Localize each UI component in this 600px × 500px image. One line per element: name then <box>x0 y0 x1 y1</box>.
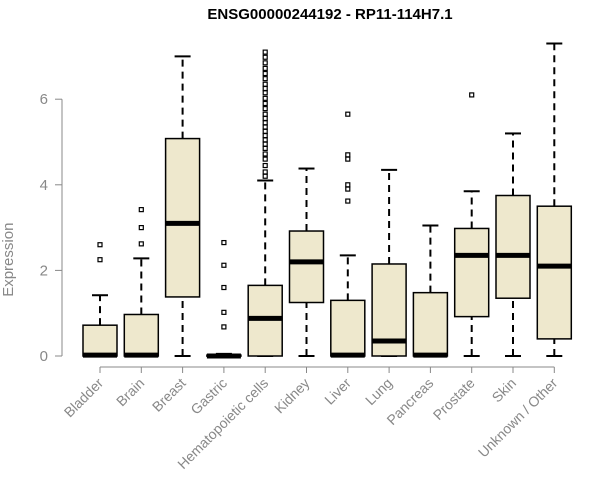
y-tick-label: 2 <box>40 262 48 279</box>
x-tick-label: Bladder <box>61 375 107 421</box>
box-body <box>164 137 201 298</box>
outlier-point <box>138 207 144 213</box>
outlier-point <box>262 106 268 112</box>
box-body <box>495 194 531 299</box>
outlier-point <box>262 115 268 122</box>
outlier-point <box>262 95 268 101</box>
y-axis: 0 2 4 6 Expression <box>0 91 63 365</box>
outlier-point <box>345 186 351 192</box>
outlier-point <box>345 156 351 162</box>
outlier-point <box>262 111 268 117</box>
box-hematopoietic-cells <box>247 49 283 357</box>
outlier-point <box>262 85 268 92</box>
outlier-point <box>138 225 144 231</box>
box-body <box>123 313 160 357</box>
outlier-point <box>262 54 268 60</box>
y-tick-label: 6 <box>40 91 48 108</box>
outlier-point <box>97 242 103 248</box>
outlier-point <box>262 49 268 55</box>
box-prostate <box>453 92 490 357</box>
box-brain <box>123 207 160 358</box>
outlier-point <box>262 137 268 143</box>
outlier-point <box>262 60 268 66</box>
outlier-point <box>345 198 351 204</box>
outlier-point <box>262 145 268 152</box>
box-body <box>536 205 573 340</box>
box-kidney <box>288 167 325 357</box>
outlier-point <box>221 284 227 291</box>
chart-title: ENSG00000244192 - RP11-114H7.1 <box>207 6 453 23</box>
box-body <box>330 299 366 357</box>
y-axis-label: Expression <box>0 223 17 297</box>
x-tick-label: Brain <box>113 375 147 409</box>
box-gastric <box>206 239 242 359</box>
outlier-point <box>262 151 268 157</box>
box-skin <box>495 132 531 357</box>
outlier-point <box>262 90 268 96</box>
outlier-point <box>262 156 268 162</box>
x-tick-label: Prostate <box>430 375 478 423</box>
outlier-point <box>345 111 351 117</box>
outlier-point <box>262 100 268 107</box>
outlier-point <box>262 132 268 139</box>
outlier-point <box>221 262 227 268</box>
x-tick-label: Breast <box>149 375 189 415</box>
x-tick-label: Lung <box>362 375 395 408</box>
x-tick-label: Skin <box>489 375 520 406</box>
box-liver <box>330 111 366 358</box>
outlier-point <box>221 324 227 330</box>
box-body <box>412 291 449 357</box>
box-bladder <box>82 242 118 358</box>
box-lung <box>371 168 407 357</box>
box-pancreas <box>412 224 449 358</box>
box-body <box>82 324 118 357</box>
x-tick-label: Liver <box>321 375 354 408</box>
y-tick-label: 4 <box>40 177 48 194</box>
outlier-point <box>262 81 268 87</box>
outlier-point <box>221 239 227 246</box>
outlier-point <box>345 182 351 188</box>
outlier-point <box>262 65 268 71</box>
outlier-point <box>262 141 268 147</box>
outlier-point <box>138 241 144 247</box>
outlier-point <box>221 309 227 315</box>
outlier-point <box>262 70 268 77</box>
outlier-point <box>97 257 103 263</box>
outlier-point <box>262 124 268 130</box>
outlier-point <box>262 173 268 179</box>
outlier-point <box>262 128 268 134</box>
x-tick-label: Kidney <box>271 375 313 417</box>
box-body <box>288 230 325 304</box>
box-body <box>453 227 490 318</box>
outlier-point <box>262 162 268 169</box>
box-unknown-other <box>536 42 573 357</box>
outlier-point <box>345 152 351 158</box>
y-tick-label: 0 <box>40 348 48 365</box>
outlier-point <box>469 92 475 98</box>
outlier-point <box>262 169 268 175</box>
box-breast <box>164 55 201 357</box>
outlier-point <box>262 76 268 82</box>
outlier-point <box>262 120 268 126</box>
